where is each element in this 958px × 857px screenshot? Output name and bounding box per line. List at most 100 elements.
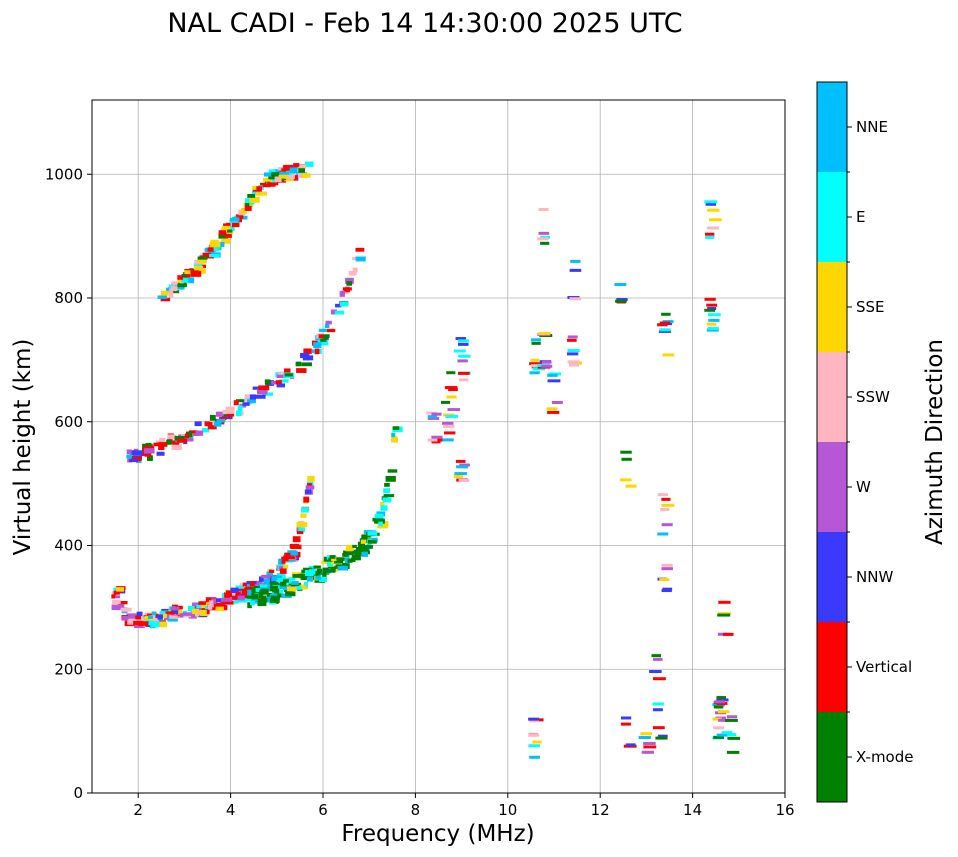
echo-mark: [296, 368, 307, 373]
echo-mark: [177, 275, 183, 280]
echo-mark: [257, 598, 268, 603]
echo-mark: [529, 755, 540, 759]
echo-mark: [215, 606, 224, 612]
echo-mark: [322, 572, 327, 578]
x-tick-label: 12: [591, 801, 610, 819]
echo-mark: [661, 497, 671, 501]
echo-mark: [177, 278, 184, 283]
echo-mark: [144, 448, 155, 454]
echo-series: [157, 161, 314, 302]
echo-mark: [306, 355, 314, 361]
echo-mark: [364, 545, 374, 549]
echo-mark: [326, 569, 336, 573]
echo-mark: [270, 595, 280, 600]
echo-mark: [614, 283, 627, 287]
echo-mark: [431, 412, 442, 416]
colorbar-tick-label: SSE: [856, 298, 885, 316]
echo-mark: [249, 394, 257, 400]
echo-mark: [620, 716, 632, 720]
echo-mark: [222, 413, 230, 418]
echo-mark: [138, 621, 149, 626]
echo-mark: [358, 541, 366, 548]
echo-mark: [298, 168, 305, 173]
echo-mark: [718, 600, 731, 604]
echo-mark: [275, 380, 282, 385]
echo-mark: [205, 597, 217, 603]
echo-mark: [546, 407, 558, 411]
echo-mark: [292, 574, 304, 578]
echo-mark: [257, 388, 268, 395]
echo-mark: [279, 379, 289, 383]
echo-mark: [345, 547, 353, 552]
echo-mark: [159, 610, 170, 616]
echo-mark: [547, 379, 561, 383]
echo-mark: [318, 334, 324, 339]
echo-mark: [708, 218, 722, 222]
echo-mark: [616, 298, 628, 302]
echo-mark: [615, 299, 627, 303]
echo-mark: [301, 507, 309, 513]
echo-mark: [296, 522, 308, 528]
echo-mark: [339, 290, 345, 297]
x-tick-label: 10: [498, 801, 517, 819]
echo-mark: [244, 205, 252, 211]
echo-mark: [247, 602, 252, 609]
echo-mark: [193, 268, 200, 273]
echo-mark: [216, 241, 225, 248]
echo-mark: [119, 604, 125, 610]
echo-mark: [721, 731, 733, 735]
echo-mark: [135, 615, 142, 620]
echo-mark: [662, 353, 675, 357]
echo-mark: [268, 586, 275, 592]
echo-mark: [183, 612, 194, 616]
echo-mark: [320, 336, 327, 342]
echo-mark: [716, 698, 729, 702]
echo-mark: [193, 263, 203, 268]
echo-mark: [638, 736, 651, 740]
echo-mark: [293, 163, 299, 168]
echo-mark: [705, 232, 715, 236]
echo-mark: [188, 430, 198, 434]
echo-mark: [159, 437, 166, 442]
echo-mark: [255, 394, 266, 399]
echo-mark: [391, 432, 396, 438]
echo-mark: [301, 362, 312, 367]
echo-mark: [347, 558, 353, 563]
echo-mark: [283, 164, 294, 171]
echo-mark: [187, 605, 195, 612]
echo-mark: [252, 186, 262, 192]
echo-mark: [444, 431, 456, 435]
echo-mark: [251, 593, 259, 600]
echo-mark: [218, 233, 229, 239]
y-tick-label: 200: [54, 660, 83, 678]
echo-mark: [457, 371, 470, 375]
echo-mark: [713, 726, 725, 730]
echo-mark: [706, 303, 718, 307]
echo-mark: [344, 554, 350, 559]
echo-mark: [247, 399, 256, 404]
echo-mark: [714, 700, 726, 704]
echo-mark: [233, 400, 239, 406]
echo-mark: [300, 513, 307, 518]
echo-mark: [160, 297, 171, 302]
echo-mark: [569, 268, 582, 272]
echo-mark: [383, 494, 395, 498]
echo-mark: [431, 440, 441, 444]
echo-mark: [202, 252, 214, 256]
echo-mark: [272, 585, 279, 590]
echo-mark: [707, 307, 717, 311]
echo-mark: [361, 551, 368, 557]
echo-mark: [621, 457, 632, 461]
y-tick-label: 0: [73, 784, 83, 802]
echo-mark: [171, 281, 178, 286]
echo-mark: [156, 451, 165, 456]
echo-mark: [174, 435, 185, 441]
echo-mark: [659, 328, 671, 332]
echo-mark: [340, 565, 347, 571]
x-axis: 2 4 6 8 10 12 14 16: [133, 793, 795, 819]
echo-mark: [221, 597, 233, 602]
echo-mark: [261, 574, 271, 579]
colorbar-tick-label: W: [856, 478, 871, 496]
echo-mark: [284, 368, 291, 375]
echo-mark: [239, 587, 250, 592]
